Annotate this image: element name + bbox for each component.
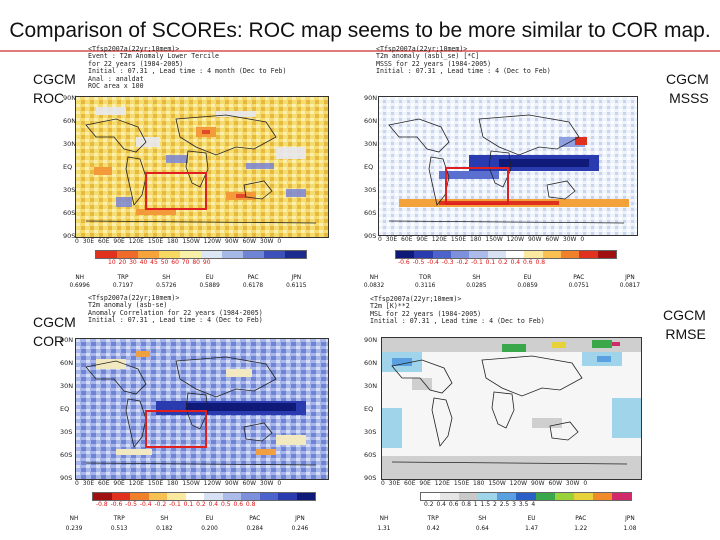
cor-map-graphic bbox=[76, 339, 328, 479]
roc-map bbox=[75, 96, 329, 238]
cor-caption: <Tfsp2007a(22yr;10mem)> T2m anomaly (asb… bbox=[88, 294, 263, 325]
roc-caption: <Tfsp2007a(22yr;10mem)> Event : T2m Anom… bbox=[88, 45, 287, 91]
msss-caption: <Tfsp2007a(22yr;10mem)> T2m anomaly (asb… bbox=[376, 45, 551, 76]
panel-label-rmse: CGCM RMSE bbox=[663, 307, 706, 342]
roc-map-graphic bbox=[76, 97, 328, 237]
cor-region-names: NH TRP SH EU PAC JPN bbox=[69, 516, 305, 522]
panel-label-roc: CGCM ROC bbox=[33, 71, 76, 106]
cor-region-values: 0.239 0.513 0.182 0.200 0.284 0.246 bbox=[65, 526, 309, 532]
rmse-region-names: NH TRP SH EU PAC JPN bbox=[379, 516, 635, 522]
roc-highlight-box bbox=[145, 172, 207, 210]
slide-title: Comparison of SCOREs: ROC map seems to b… bbox=[0, 12, 720, 52]
roc-colorbar bbox=[95, 250, 307, 259]
roc-lon-axis: 0 30E 60E 90E 120E 150E 180 150W 120W 90… bbox=[75, 238, 282, 245]
rmse-colorbar-ticks: 0.2 0.4 0.6 0.8 1 1.5 2 2.5 3 3.5 4 bbox=[424, 501, 536, 508]
rmse-caption: <Tfsp2007a(22yr;10mem)> T2m [K)**2 MSL f… bbox=[370, 295, 545, 326]
msss-region-names: NH TOR SH EU PAC JPN bbox=[369, 275, 635, 281]
cor-lat-axis: 90N 60N 30N EQ 30S 60S 90S bbox=[60, 336, 74, 482]
rmse-region-values: 1.31 0.42 0.64 1.47 1.22 1.08 bbox=[377, 526, 637, 532]
msss-colorbar-ticks: -0.6 -0.5 -0.4 -0.3 -0.2 -0.1 0.1 0.2 0.… bbox=[398, 259, 546, 266]
rmse-map-graphic bbox=[382, 338, 641, 479]
cor-highlight-box bbox=[145, 410, 207, 448]
cor-map bbox=[75, 338, 329, 480]
msss-colorbar bbox=[395, 250, 617, 259]
rmse-lon-axis: 0 30E 60E 90E 120E 150E 180 150W 120W 90… bbox=[381, 480, 588, 487]
msss-region-values: 0.0832 0.3116 0.0285 0.0859 0.0751 0.0817 bbox=[363, 283, 641, 289]
roc-lat-axis: 90N 60N 30N EQ 30S 60S 90S bbox=[63, 94, 77, 240]
panel-label-msss: CGCM MSSS bbox=[666, 71, 709, 106]
roc-region-names: NH TRP SH EU PAC JPN bbox=[75, 275, 302, 281]
msss-map-graphic bbox=[379, 97, 637, 235]
rmse-map bbox=[381, 337, 642, 480]
cor-lon-axis: 0 30E 60E 90E 120E 150E 180 150W 120W 90… bbox=[75, 480, 282, 487]
rmse-lat-axis: 90N 60N 30N EQ 30S 60S 90S bbox=[364, 336, 378, 482]
roc-region-values: 0.6996 0.7197 0.5726 0.5889 0.6178 0.6115 bbox=[69, 283, 307, 289]
msss-highlight-box bbox=[445, 167, 509, 205]
cor-colorbar-ticks: -0.8 -0.6 -0.5 -0.4 -0.2 -0.1 0.1 0.2 0.… bbox=[96, 501, 256, 508]
msss-lon-axis: 0 30E 60E 90E 120E 150E 180 150W 120W 90… bbox=[378, 236, 585, 243]
roc-colorbar-ticks: 10 20 30 40 45 50 60 70 80 90 bbox=[108, 259, 211, 266]
msss-lat-axis: 90N 60N 30N EQ 30S 60S 90S bbox=[364, 94, 378, 240]
cor-colorbar bbox=[92, 492, 316, 501]
panel-label-cor: CGCM COR bbox=[33, 314, 76, 349]
msss-map bbox=[378, 96, 638, 236]
rmse-colorbar bbox=[420, 492, 632, 501]
